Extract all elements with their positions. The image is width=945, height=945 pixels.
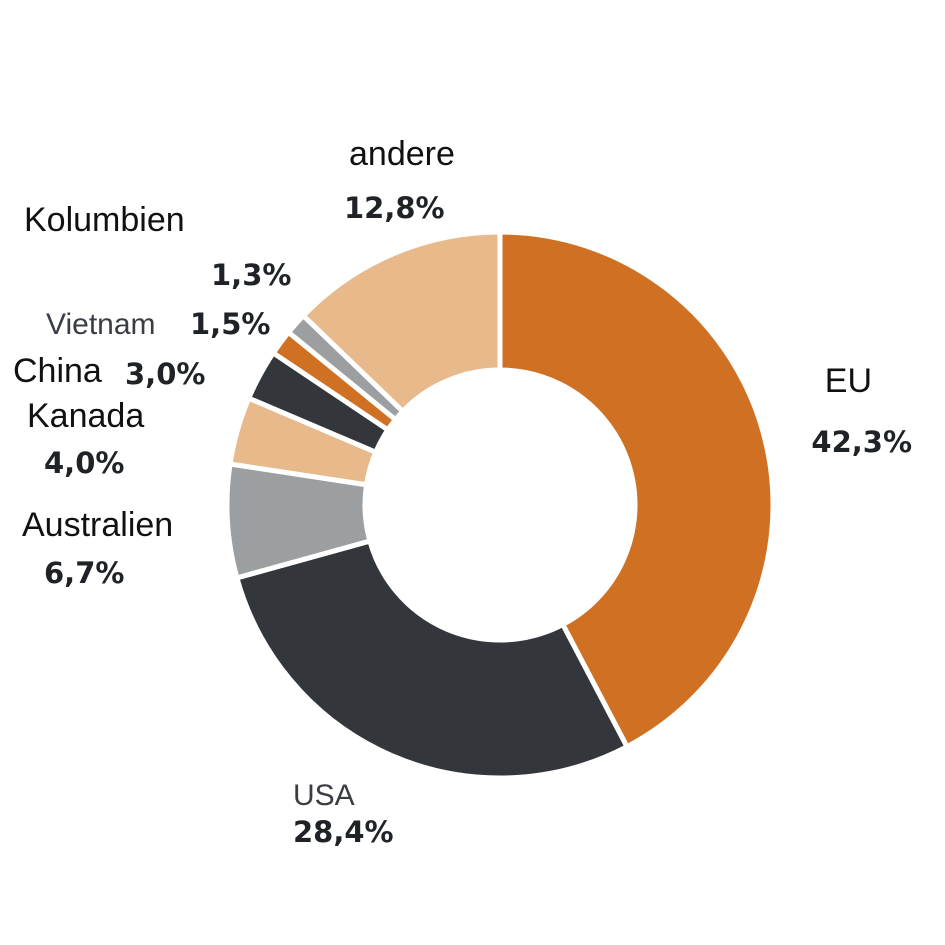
label-eu-name: EU bbox=[825, 362, 872, 400]
slice-eu bbox=[497, 229, 776, 751]
label-kolumbien-name: Kolumbien bbox=[24, 201, 185, 239]
slice-andere bbox=[299, 229, 503, 415]
labels: EU 42,3% USA 28,4% Australien 6,7% Kanad… bbox=[13, 135, 912, 849]
label-kanada-name: Kanada bbox=[27, 397, 144, 435]
label-vietnam-value: 1,5% bbox=[190, 307, 270, 341]
label-andere-name: andere bbox=[349, 135, 455, 173]
label-china-name: China bbox=[13, 352, 102, 390]
label-australien-name: Australien bbox=[22, 506, 173, 544]
slice-usa bbox=[233, 537, 631, 781]
label-andere-value: 12,8% bbox=[344, 191, 445, 225]
donut-slices bbox=[224, 229, 776, 781]
label-usa-name: USA bbox=[293, 779, 355, 812]
label-vietnam-name: Vietnam bbox=[46, 308, 156, 341]
label-china-value: 3,0% bbox=[125, 357, 205, 391]
label-usa-value: 28,4% bbox=[293, 815, 394, 849]
label-eu-value: 42,3% bbox=[811, 425, 912, 459]
label-australien-value: 6,7% bbox=[44, 556, 124, 590]
label-kolumbien-value: 1,3% bbox=[211, 258, 291, 292]
label-kanada-value: 4,0% bbox=[44, 446, 124, 480]
